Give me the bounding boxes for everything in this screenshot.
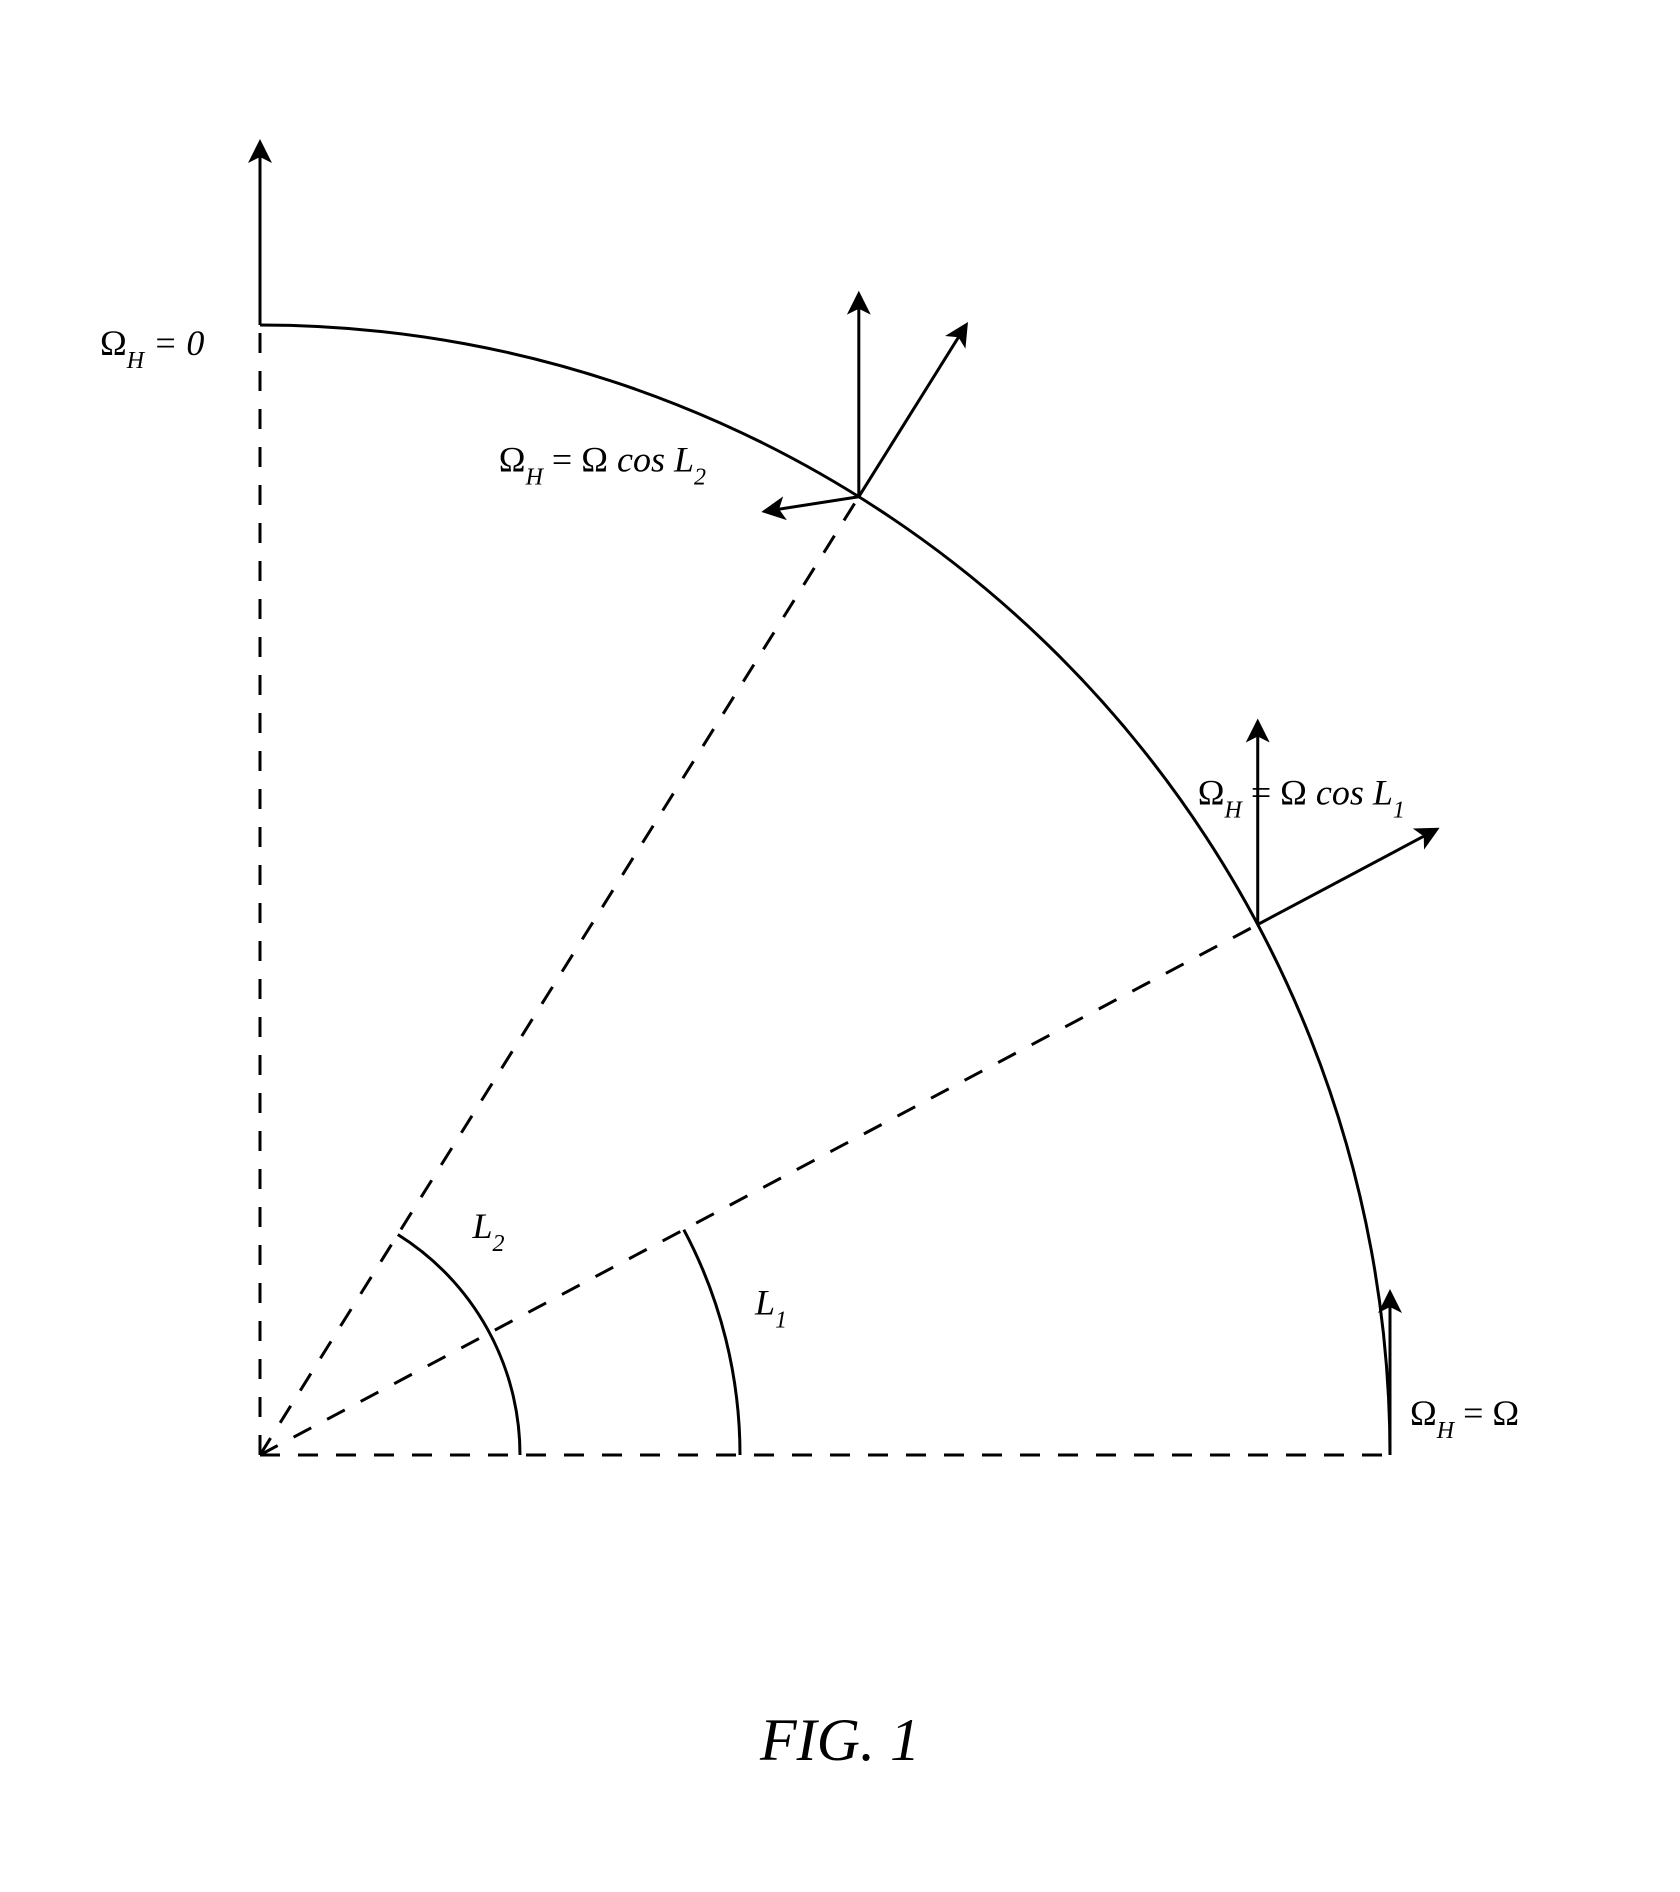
L1-radial-arrow xyxy=(1258,831,1435,925)
label-L2-formula: ΩH = Ω cos L2 xyxy=(499,440,706,491)
angle-arc-L2 xyxy=(398,1235,520,1455)
L2-radial-arrow xyxy=(859,327,965,497)
radius-L1 xyxy=(260,924,1258,1455)
L2-tangent-arrow xyxy=(767,497,859,511)
figure-title: FIG. 1 xyxy=(759,1707,920,1773)
label-L1-formula: ΩH = Ω cos L1 xyxy=(1198,772,1405,823)
label-angle-L1: L1 xyxy=(754,1282,787,1333)
angle-arc-L1 xyxy=(684,1230,740,1455)
quadrant-arc xyxy=(260,325,1390,1455)
label-pole: ΩH = 0 xyxy=(100,323,204,374)
label-equator: ΩH = Ω xyxy=(1410,1393,1519,1444)
label-angle-L2: L2 xyxy=(471,1206,504,1257)
diagram-canvas: ΩH = 0 ΩH = Ω cos L2 ΩH = Ω cos L1 ΩH = Ω L1… xyxy=(0,0,1680,1892)
